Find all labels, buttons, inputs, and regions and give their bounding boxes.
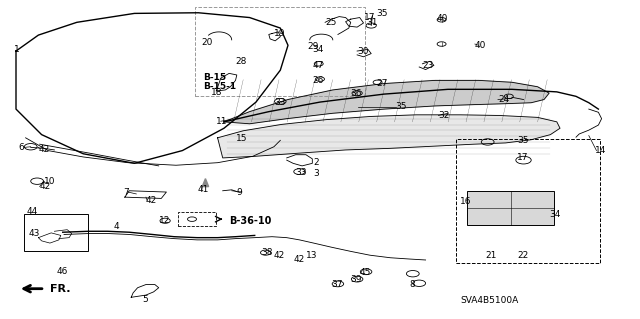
Text: B-15-1: B-15-1 <box>204 82 237 91</box>
Text: 45: 45 <box>360 268 371 277</box>
Polygon shape <box>467 191 554 225</box>
Text: 25: 25 <box>325 18 337 27</box>
Text: 26: 26 <box>312 76 324 85</box>
Text: 20: 20 <box>202 38 213 47</box>
Text: 34: 34 <box>312 45 324 54</box>
Text: 43: 43 <box>29 229 40 238</box>
Text: 35: 35 <box>517 137 529 145</box>
Text: 27: 27 <box>376 79 388 88</box>
Text: 42: 42 <box>274 251 285 260</box>
Text: 4: 4 <box>114 222 120 231</box>
Text: FR.: FR. <box>50 284 70 294</box>
Text: 41: 41 <box>197 185 209 194</box>
Text: 39: 39 <box>351 275 362 284</box>
Text: 30: 30 <box>357 47 369 56</box>
Text: 15: 15 <box>236 134 247 143</box>
Text: 34: 34 <box>549 210 561 219</box>
Text: 22: 22 <box>517 251 529 260</box>
Text: 35: 35 <box>376 9 388 18</box>
Text: 9: 9 <box>237 188 243 197</box>
Text: 16: 16 <box>460 197 471 206</box>
Text: B-15: B-15 <box>204 73 227 82</box>
Text: B-36-10: B-36-10 <box>229 216 271 226</box>
Text: 5: 5 <box>142 295 148 304</box>
Text: 1: 1 <box>14 45 20 54</box>
Text: 17: 17 <box>364 13 375 22</box>
Text: 8: 8 <box>410 280 415 289</box>
Text: 2: 2 <box>314 158 319 167</box>
Text: 28: 28 <box>236 57 247 66</box>
Text: 14: 14 <box>595 146 607 155</box>
Text: 42: 42 <box>38 145 50 154</box>
Text: 17: 17 <box>517 153 529 162</box>
Polygon shape <box>224 80 549 124</box>
Text: 37: 37 <box>332 280 343 289</box>
Text: 3: 3 <box>314 169 319 178</box>
Text: 42: 42 <box>146 196 157 205</box>
Polygon shape <box>218 115 560 158</box>
Text: 40: 40 <box>436 14 448 23</box>
Text: 31: 31 <box>366 19 378 27</box>
Text: 42: 42 <box>293 256 305 264</box>
Text: 44: 44 <box>27 207 38 216</box>
Text: 23: 23 <box>422 61 434 70</box>
Text: 13: 13 <box>306 251 317 260</box>
Text: 12: 12 <box>159 216 170 225</box>
Text: 6: 6 <box>18 143 24 152</box>
Text: 7: 7 <box>123 188 129 197</box>
Text: 46: 46 <box>56 267 68 276</box>
Polygon shape <box>202 179 209 187</box>
Text: 10: 10 <box>44 177 55 186</box>
Text: 42: 42 <box>40 182 51 191</box>
Text: 33: 33 <box>274 98 285 107</box>
Text: 18: 18 <box>211 88 223 97</box>
Text: SVA4B5100A: SVA4B5100A <box>461 296 519 305</box>
Text: 36: 36 <box>351 89 362 98</box>
Text: 40: 40 <box>475 41 486 50</box>
Text: 47: 47 <box>312 61 324 70</box>
Text: 32: 32 <box>438 111 450 120</box>
Text: 29: 29 <box>307 42 319 51</box>
Text: 35: 35 <box>396 102 407 111</box>
Text: 21: 21 <box>485 251 497 260</box>
Text: 33: 33 <box>296 168 307 177</box>
Text: 38: 38 <box>261 248 273 257</box>
Text: 24: 24 <box>498 95 509 104</box>
Text: 11: 11 <box>216 117 228 126</box>
Text: 19: 19 <box>274 29 285 38</box>
